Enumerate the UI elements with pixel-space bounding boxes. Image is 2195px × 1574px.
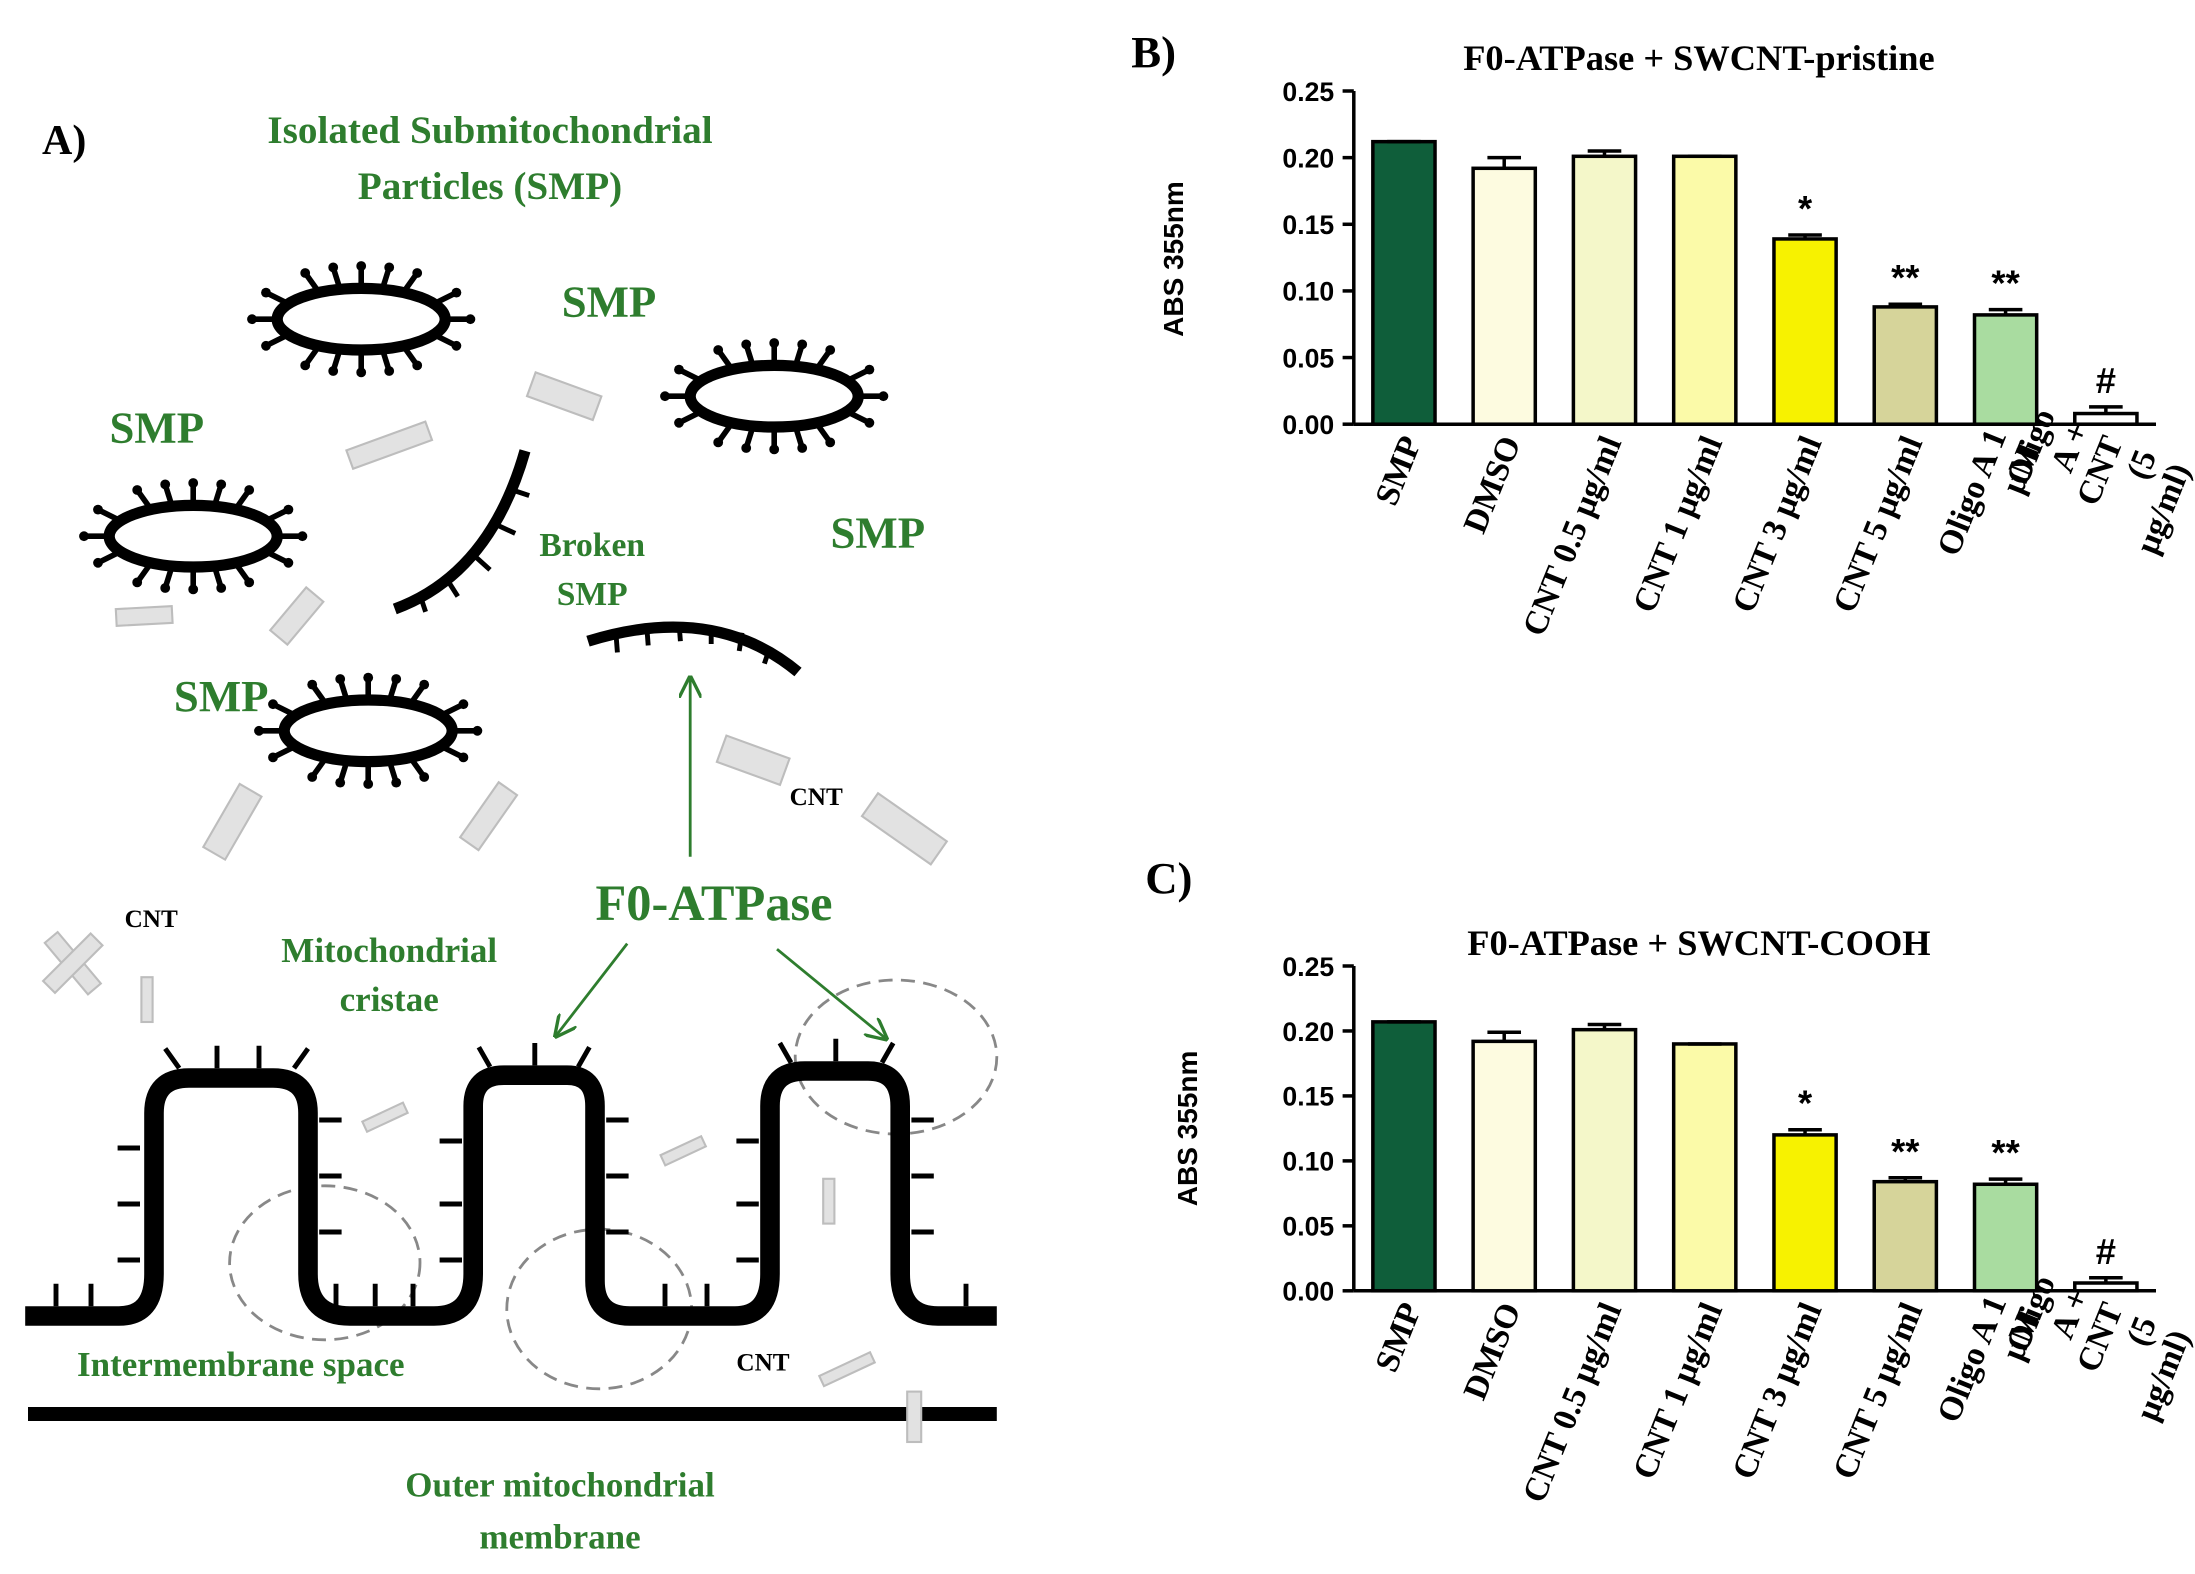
y-tick-label: 0.15 (1282, 1082, 1334, 1112)
y-tick-label: 0.20 (1282, 143, 1334, 173)
y-tick-label: 0.20 (1282, 1017, 1334, 1047)
bar (1571, 154, 1638, 426)
bar (1671, 154, 1738, 426)
bar-annotation: # (2096, 360, 2116, 401)
y-tick-label: 0.00 (1282, 410, 1334, 440)
y-tick-label: 0.05 (1282, 343, 1334, 373)
outer-membrane-label: membrane (479, 1517, 640, 1556)
smp-shape (254, 673, 482, 789)
y-tick-label: 0.00 (1282, 1277, 1334, 1307)
bar (1371, 1020, 1437, 1293)
cnt-tube (906, 1390, 923, 1444)
y-tick-label: 0.25 (1282, 952, 1334, 982)
chart-title: F0-ATPase + SWCNT-COOH (1467, 923, 1930, 963)
bar (1872, 1179, 1939, 1293)
smp-shape (660, 338, 888, 454)
y-tick-label: 0.05 (1282, 1212, 1334, 1242)
broken-smp-label: SMP (557, 576, 628, 613)
bar (1671, 1042, 1738, 1293)
smp-label: SMP (831, 507, 926, 557)
smp-label: SMP (562, 276, 657, 326)
cristae-label: cristae (340, 980, 439, 1019)
arrows (556, 678, 886, 1039)
broken-smp (392, 449, 802, 677)
bar-annotation: * (1798, 188, 1813, 229)
cnt-tubes (41, 371, 949, 1388)
smp-label: SMP (174, 671, 269, 721)
bar (1972, 1182, 2039, 1293)
panel-label: B) (1131, 27, 1176, 77)
smp-label: SMP (110, 402, 205, 452)
bar-annotation: ** (1991, 263, 2020, 304)
diagram-title: Particles (SMP) (358, 165, 622, 208)
dashed-circles (228, 978, 999, 1391)
cristae (25, 1061, 997, 1326)
smp-shape (79, 478, 307, 594)
y-tick-label: 0.10 (1282, 277, 1334, 307)
y-tick-label: 0.15 (1282, 210, 1334, 240)
outer-membrane-label: Outer mitochondrial (405, 1466, 715, 1505)
bar (1772, 1133, 1838, 1293)
chart-title: F0-ATPase + SWCNT-pristine (1463, 38, 1934, 78)
bar (1772, 237, 1838, 426)
y-axis-label: ABS 355nm (1172, 1051, 1203, 1207)
panel-label: C) (1145, 853, 1192, 903)
bar (1972, 313, 2039, 426)
bar-annotation: ** (1891, 1131, 1920, 1172)
bar-annotation: ** (1891, 257, 1920, 298)
intermembrane-label: Intermembrane space (77, 1345, 405, 1384)
bar (1371, 139, 1437, 426)
diagram: A) Isolated Submitochondrial Particles (… (25, 109, 999, 1556)
bar (2073, 1281, 2139, 1293)
cnt-label: CNT (736, 1350, 789, 1377)
bar (2073, 411, 2139, 426)
f0-label: F0-ATPase (596, 875, 833, 931)
bar-annotation: ** (1991, 1132, 2020, 1173)
bar (1471, 166, 1538, 426)
cnt-label: CNT (125, 906, 178, 933)
cnt-label: CNT (790, 784, 843, 811)
broken-smp-label: Broken (539, 527, 645, 564)
y-axis-label: ABS 355nm (1158, 181, 1189, 337)
bar (1872, 305, 1939, 426)
smp-shape (247, 261, 475, 377)
bar-annotation: * (1798, 1083, 1813, 1124)
panel-label: A) (42, 118, 86, 164)
bar (1571, 1027, 1638, 1293)
diagram-title: Isolated Submitochondrial (267, 109, 712, 152)
cristae-label: Mitochondrial (281, 931, 497, 970)
y-tick-label: 0.10 (1282, 1147, 1334, 1177)
bar (1471, 1039, 1538, 1293)
y-tick-label: 0.25 (1282, 77, 1334, 107)
bar-annotation: # (2096, 1231, 2116, 1272)
cristae-spikes (53, 1038, 969, 1307)
